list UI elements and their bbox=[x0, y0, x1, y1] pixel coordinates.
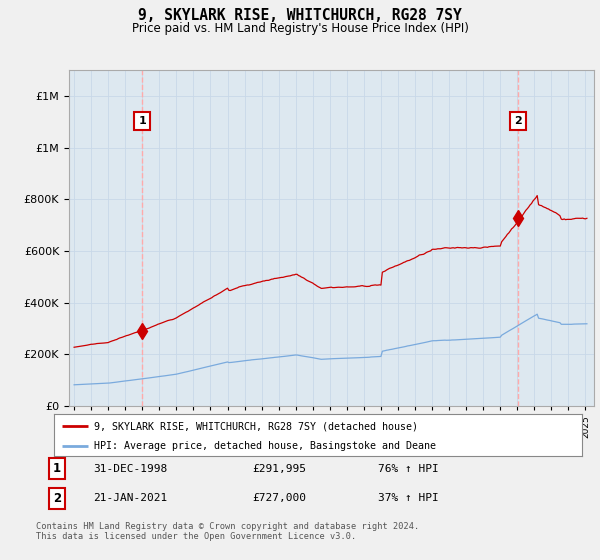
Text: 9, SKYLARK RISE, WHITCHURCH, RG28 7SY (detached house): 9, SKYLARK RISE, WHITCHURCH, RG28 7SY (d… bbox=[94, 421, 418, 431]
Text: 9, SKYLARK RISE, WHITCHURCH, RG28 7SY: 9, SKYLARK RISE, WHITCHURCH, RG28 7SY bbox=[138, 8, 462, 24]
Text: 1: 1 bbox=[53, 462, 61, 475]
Text: Contains HM Land Registry data © Crown copyright and database right 2024.
This d: Contains HM Land Registry data © Crown c… bbox=[36, 522, 419, 542]
Text: 37% ↑ HPI: 37% ↑ HPI bbox=[378, 493, 439, 503]
Text: Price paid vs. HM Land Registry's House Price Index (HPI): Price paid vs. HM Land Registry's House … bbox=[131, 22, 469, 35]
Text: 21-JAN-2021: 21-JAN-2021 bbox=[93, 493, 167, 503]
Text: 2: 2 bbox=[53, 492, 61, 505]
Text: 76% ↑ HPI: 76% ↑ HPI bbox=[378, 464, 439, 474]
Text: £727,000: £727,000 bbox=[252, 493, 306, 503]
Text: 1: 1 bbox=[138, 116, 146, 125]
Text: £291,995: £291,995 bbox=[252, 464, 306, 474]
Text: 31-DEC-1998: 31-DEC-1998 bbox=[93, 464, 167, 474]
Text: 2: 2 bbox=[514, 116, 522, 125]
Text: HPI: Average price, detached house, Basingstoke and Deane: HPI: Average price, detached house, Basi… bbox=[94, 441, 436, 451]
